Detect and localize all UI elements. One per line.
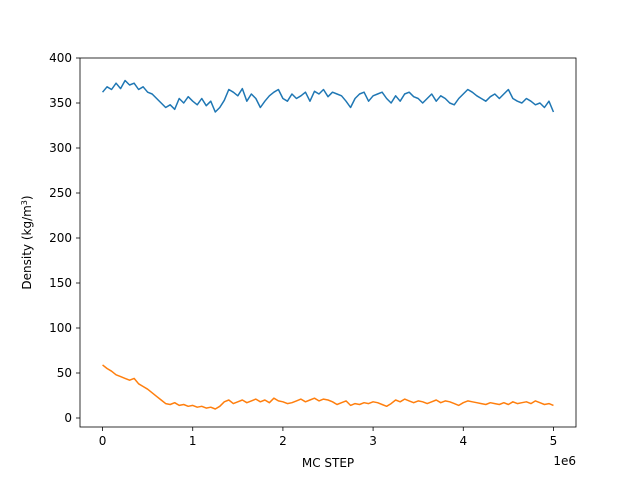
x-axis-label: MC STEP <box>302 456 354 470</box>
x-axis-offset-label: 1e6 <box>553 454 576 468</box>
y-axis-label: Density (kg/m3) <box>20 195 35 289</box>
y-tick-label: 300 <box>49 141 72 155</box>
x-axis: 0 1 2 3 4 5 <box>99 427 558 448</box>
y-axis-label-close: ) <box>20 195 34 200</box>
y-tick-label: 100 <box>49 321 72 335</box>
y-axis: 0 50 100 150 200 250 300 350 400 <box>49 51 80 425</box>
plot-content <box>101 79 555 410</box>
y-axis-label-superscript: 3 <box>20 200 29 205</box>
x-tick-label: 3 <box>369 434 377 448</box>
y-tick-label: 150 <box>49 276 72 290</box>
y-axis-label-main: Density (kg/m <box>20 205 34 289</box>
y-tick-label: 400 <box>49 51 72 65</box>
x-tick-label: 0 <box>99 434 107 448</box>
series-line-1 <box>101 79 555 113</box>
y-tick-label: 350 <box>49 96 72 110</box>
axes-frame <box>79 57 577 428</box>
y-tick-label: 250 <box>49 186 72 200</box>
y-tick-label: 0 <box>64 411 72 425</box>
y-tick-label: 200 <box>49 231 72 245</box>
y-tick-label: 50 <box>57 366 72 380</box>
x-tick-label: 4 <box>459 434 467 448</box>
x-tick-label: 1 <box>189 434 197 448</box>
series-line-2 <box>102 364 554 410</box>
x-tick-label: 5 <box>550 434 558 448</box>
x-tick-label: 2 <box>279 434 287 448</box>
